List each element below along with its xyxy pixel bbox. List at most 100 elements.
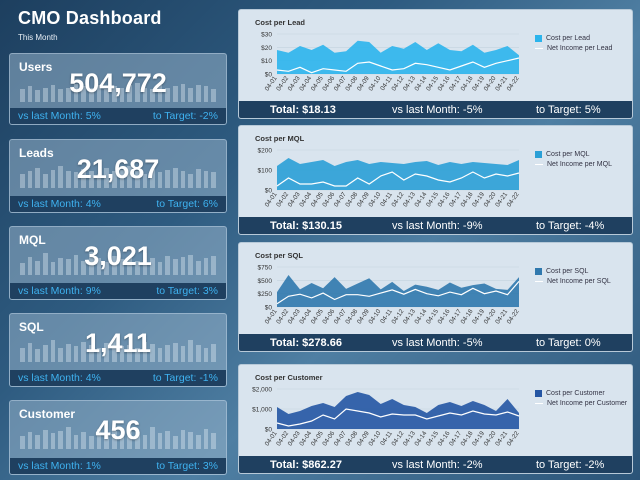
kpi-spark-bar: [73, 84, 79, 102]
y-tick-label: $0: [265, 305, 273, 312]
kpi-spark-bar: [81, 260, 86, 275]
legend-label: Cost per MQL: [546, 150, 590, 158]
y-tick-label: $2,000: [252, 387, 272, 394]
legend-swatch: [535, 150, 542, 158]
kpi-spark-bar: [142, 253, 148, 275]
kpi-spark-bar: [104, 433, 109, 449]
kpi-footer: vs last Month: 1% to Target: 3%: [10, 458, 226, 474]
chart-footer: Total: $862.27 vs last Month: -2% to Tar…: [239, 456, 632, 473]
y-tick-label: $20: [261, 45, 272, 52]
legend-line-swatch: [535, 280, 543, 282]
kpi-spark-bar: [127, 345, 132, 362]
kpi-spark-bar: [211, 88, 217, 102]
kpi-spark-bar: [150, 168, 155, 188]
kpi-spark-bar: [134, 260, 140, 275]
kpi-spark-bar: [211, 433, 217, 449]
legend-swatch: [535, 34, 542, 42]
legend-label: Net Income per MQL: [547, 160, 612, 168]
kpi-to-target: to Target: 3%: [156, 460, 218, 472]
y-tick-label: $250: [258, 291, 273, 298]
kpi-spark-bar: [188, 87, 194, 102]
kpi-spark-bar: [157, 85, 163, 102]
chart-to-target: to Target: -2%: [536, 458, 605, 471]
kpi-spark-bar: [142, 173, 148, 188]
kpi-spark-bar: [196, 345, 201, 362]
legend-item-line: Net Income per MQL: [535, 159, 612, 169]
kpi-spark-bar: [211, 255, 217, 275]
kpi-card-mql[interactable]: MQL 3,021 vs last Month: 9% to Target: 3…: [9, 226, 227, 300]
kpi-spark-bar: [180, 429, 186, 449]
kpi-spark-bar: [50, 340, 56, 362]
chart-title: Cost per Lead: [255, 18, 306, 27]
x-tick-label: 04-22: [506, 75, 521, 93]
chart-vs-last-month: vs last Month: -5%: [392, 103, 483, 116]
kpi-spark-bar: [196, 434, 201, 449]
kpi-spark-bar: [173, 167, 178, 188]
chart-title: Cost per Customer: [255, 373, 323, 382]
legend-line-swatch: [535, 47, 543, 49]
kpi-spark-bar: [142, 87, 148, 102]
kpi-value: 456: [95, 415, 141, 445]
kpi-title: SQL: [19, 320, 44, 334]
legend-item-line: Net Income per SQL: [535, 276, 611, 286]
kpi-card-sql[interactable]: SQL 1,411 vs last Month: 4% to Target: -…: [9, 313, 227, 387]
kpi-spark-bar: [96, 173, 102, 188]
kpi-spark-bar: [111, 171, 117, 188]
kpi-spark-bar: [104, 342, 109, 362]
kpi-card-customer[interactable]: Customer 456 vs last Month: 1% to Target…: [9, 400, 227, 475]
kpi-vs-last-month: vs last Month: 1%: [18, 460, 101, 472]
kpi-card-users[interactable]: Users 504,772 vs last Month: 5% to Targe…: [9, 53, 227, 125]
chart-to-target: to Target: 0%: [536, 336, 601, 349]
kpi-sparkbars: [20, 78, 217, 102]
y-tick-label: $1,000: [252, 407, 272, 414]
chart-legend: Cost per MQL Net Income per MQL: [535, 149, 612, 169]
chart-legend: Cost per SQL Net Income per SQL: [535, 266, 611, 286]
kpi-spark-bar: [203, 171, 209, 188]
kpi-to-target: to Target: 6%: [156, 198, 218, 210]
kpi-spark-bar: [35, 434, 40, 449]
kpi-spark-bar: [104, 261, 109, 275]
chart-panel-cost-per-customer[interactable]: Cost per Customer $0 $1,000 $2,000 04-01 04-…: [238, 364, 633, 474]
chart-panel-cost-per-mql[interactable]: Cost per MQL $0 $100 $200 04-01 04-02 04-03 04…: [238, 125, 633, 235]
kpi-spark-bar: [142, 434, 148, 449]
kpi-spark-bar: [203, 86, 209, 102]
kpi-card-leads[interactable]: Leads 21,687 vs last Month: 4% to Target…: [9, 139, 227, 213]
kpi-sparkbars: [20, 425, 217, 449]
kpi-spark-bar: [134, 171, 140, 188]
chart-legend: Cost per Lead Net Income per Lead: [535, 33, 612, 53]
kpi-spark-bar: [180, 171, 186, 188]
legend-label: Net Income per Lead: [547, 44, 613, 52]
kpi-spark-bar: [188, 254, 194, 275]
kpi-spark-bar: [203, 428, 209, 449]
chart-footer: Total: $278.66 vs last Month: -5% to Tar…: [239, 334, 632, 351]
series-line: [276, 171, 520, 187]
kpi-spark-bar: [203, 347, 209, 362]
kpi-spark-bar: [111, 86, 117, 102]
chart-panel-cost-per-sql[interactable]: Cost per SQL $0 $250 $500 $750 04-01 04-02 04-…: [238, 242, 633, 352]
legend-label: Cost per Customer: [546, 389, 605, 397]
kpi-spark-bar: [173, 342, 178, 362]
chart-title: Cost per MQL: [255, 134, 305, 143]
y-tick-label: $0: [265, 188, 273, 195]
chart-title: Cost per SQL: [255, 251, 303, 260]
chart-svg: $0$100$20004-0104-0204-0304-0404-0504-06…: [258, 148, 521, 209]
chart-panel-cost-per-lead[interactable]: Cost per Lead $0 $10 $20 $30 04-01 04-02 04-03…: [238, 9, 633, 119]
x-tick-label: 04-22: [506, 308, 521, 326]
legend-label: Cost per Lead: [546, 34, 590, 42]
legend-line-swatch: [535, 402, 543, 404]
kpi-spark-bar: [150, 258, 155, 275]
y-tick-label: $200: [258, 148, 273, 155]
kpi-spark-bar: [119, 434, 125, 449]
kpi-title: Customer: [19, 407, 76, 421]
legend-item-line: Net Income per Lead: [535, 43, 612, 53]
kpi-spark-bar: [81, 432, 86, 449]
kpi-vs-last-month: vs last Month: 4%: [18, 372, 101, 384]
chart-footer: Total: $18.13 vs last Month: -5% to Targ…: [239, 101, 632, 118]
kpi-spark-bar: [119, 170, 125, 188]
page-subtitle: This Month: [18, 33, 58, 42]
kpi-spark-bar: [65, 87, 71, 102]
kpi-spark-bar: [111, 431, 117, 449]
kpi-spark-bar: [35, 348, 40, 362]
kpi-spark-bar: [27, 342, 33, 362]
kpi-spark-bar: [104, 167, 109, 188]
